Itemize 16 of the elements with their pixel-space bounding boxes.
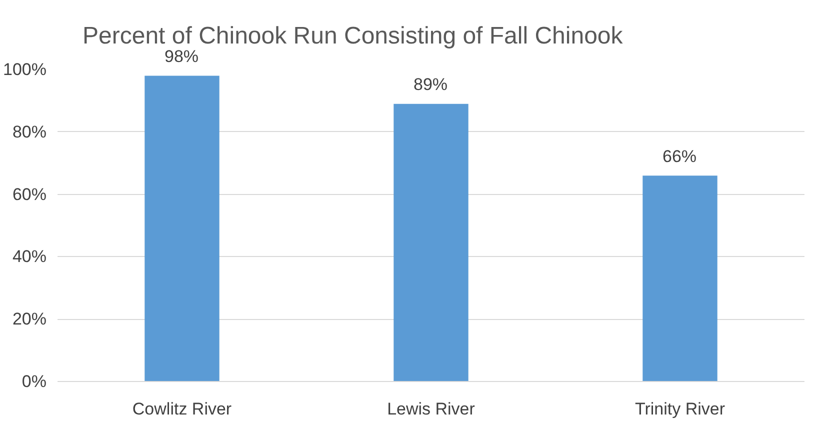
bar <box>642 176 718 382</box>
data-label: 66% <box>662 147 697 168</box>
x-tick-label: Cowlitz River <box>132 400 232 418</box>
y-tick-label: 0% <box>22 372 47 391</box>
x-tick-label: Trinity River <box>634 400 726 418</box>
bar <box>394 104 468 382</box>
y-tick-label: 40% <box>12 247 47 266</box>
y-tick-label: 60% <box>12 184 47 204</box>
chart-title: Percent of Chinook Run Consisting of Fall Chinook <box>82 22 624 50</box>
x-tick-label: Lewis River <box>387 400 476 418</box>
data-label: 89% <box>413 75 448 96</box>
y-tick-label: 80% <box>12 122 47 142</box>
y-tick-label: 100% <box>3 60 47 79</box>
bar <box>144 76 220 382</box>
y-tick-label: 20% <box>12 310 47 329</box>
data-label: 98% <box>164 47 199 68</box>
